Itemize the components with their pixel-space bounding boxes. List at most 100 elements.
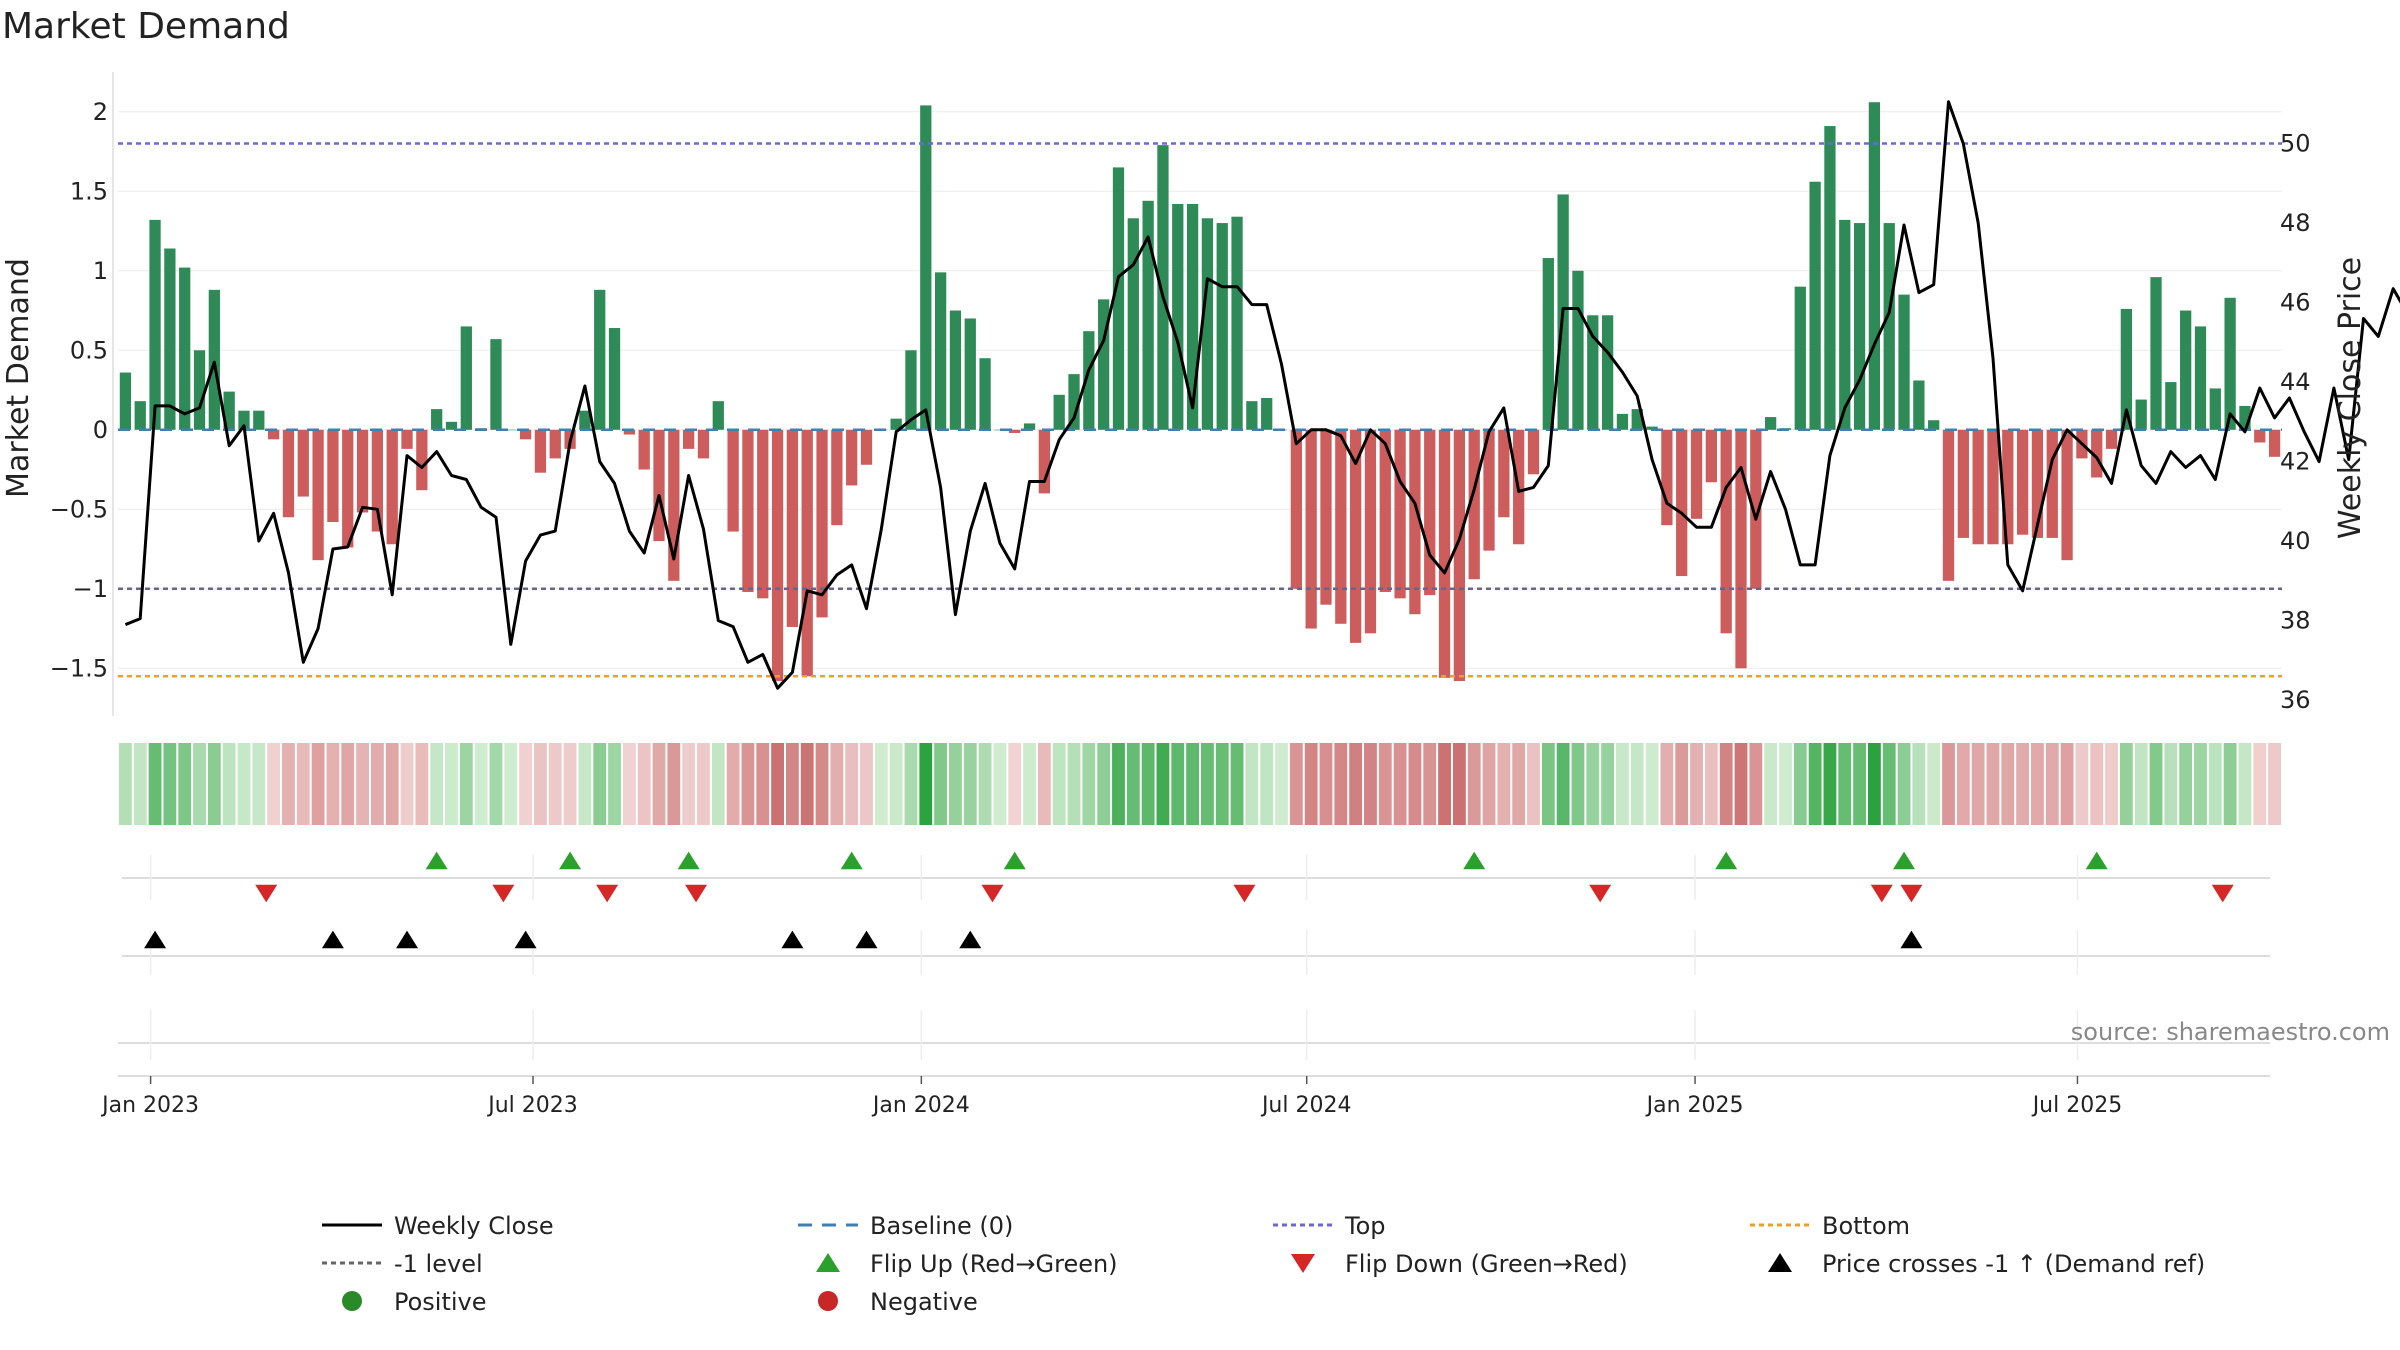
- strip-cell: [1675, 743, 1689, 825]
- strip-cell: [1008, 743, 1022, 825]
- legend-item: Flip Up (Red→Green): [816, 1250, 1118, 1278]
- demand-bar: [1735, 429, 1747, 669]
- strip-cell: [296, 743, 310, 825]
- y-tick-label: −1.5: [50, 654, 108, 682]
- strip-cell: [534, 743, 547, 825]
- demand-bar: [712, 401, 724, 430]
- demand-bar: [1898, 294, 1910, 430]
- strip-cell: [1660, 743, 1674, 825]
- strip-cell: [874, 743, 888, 825]
- strip-cell: [2060, 743, 2074, 825]
- demand-bar: [1186, 203, 1199, 430]
- strip-cell: [608, 743, 621, 825]
- demand-bar: [2165, 382, 2177, 430]
- demand-bar: [1394, 429, 1406, 599]
- y-tick-label: 2: [93, 98, 108, 126]
- flip-up-marker: [677, 851, 700, 870]
- strip-cell: [148, 743, 162, 825]
- strip-cell: [1349, 743, 1363, 825]
- strip-cell: [1230, 743, 1244, 825]
- legend-label: Negative: [870, 1288, 978, 1316]
- strip-cell: [1438, 743, 1451, 825]
- demand-bar: [164, 248, 176, 430]
- demand-bar: [623, 429, 635, 435]
- strip-cell: [1260, 743, 1274, 825]
- strip-cell: [2090, 743, 2104, 825]
- strip-cell: [1467, 743, 1481, 825]
- strip-cell: [1630, 743, 1644, 825]
- legend-label: Bottom: [1822, 1212, 1910, 1240]
- strip-cell: [474, 743, 488, 825]
- y-tick-label: −1: [73, 575, 108, 603]
- strip-cell: [1719, 743, 1733, 825]
- strip-cell: [1571, 743, 1585, 825]
- flip-up-marker: [840, 851, 863, 870]
- demand-bar: [1661, 429, 1673, 526]
- strip-cell: [1823, 743, 1837, 825]
- demand-bar: [2091, 429, 2103, 478]
- legend-item: Bottom: [1750, 1212, 1910, 1240]
- strip-cell: [311, 743, 325, 825]
- demand-bar: [860, 429, 873, 465]
- strip-cell: [1408, 743, 1422, 825]
- demand-bar: [771, 429, 784, 682]
- demand-bar: [416, 429, 428, 491]
- strip-cell: [326, 743, 340, 825]
- demand-bar: [431, 409, 443, 430]
- demand-bar: [519, 429, 532, 440]
- x-tick-label: Jan 2023: [100, 1093, 199, 1118]
- demand-bar: [1527, 429, 1540, 475]
- demand-bar: [1068, 374, 1080, 430]
- demand-bar: [994, 429, 1006, 431]
- strip-cell: [1304, 743, 1318, 825]
- demand-bar: [905, 350, 917, 430]
- demand-bar: [1364, 429, 1377, 634]
- strip-cell: [2253, 743, 2267, 825]
- demand-bar: [1290, 429, 1302, 589]
- demand-bar: [890, 418, 902, 430]
- demand-bar: [179, 267, 191, 430]
- demand-bar: [2150, 277, 2162, 430]
- strip-cell: [1512, 743, 1526, 825]
- demand-bar: [371, 429, 384, 532]
- demand-bar: [1883, 223, 1895, 430]
- flip-up-marker: [2085, 851, 2108, 870]
- demand-bar: [119, 372, 132, 430]
- strip-cell: [1541, 743, 1555, 825]
- legend-item: Baseline (0): [798, 1212, 1013, 1240]
- strip-cell: [2238, 743, 2252, 825]
- strip-cell: [815, 743, 829, 825]
- strip-cell: [207, 743, 221, 825]
- legend-label: Flip Up (Red→Green): [870, 1250, 1118, 1278]
- demand-bar: [2194, 326, 2207, 430]
- y-tick-label: −0.5: [50, 495, 108, 523]
- strip-cell: [1067, 743, 1081, 825]
- flip-up-marker: [1715, 851, 1738, 870]
- strip-cell: [1690, 743, 1703, 825]
- strip-cell: [2119, 743, 2133, 825]
- strip-cell: [2105, 743, 2118, 825]
- strip-cell: [578, 743, 592, 825]
- strip-cell: [1942, 743, 1955, 825]
- strip-cell: [904, 743, 918, 825]
- strip-cell: [2031, 743, 2044, 825]
- strip-cell: [2164, 743, 2178, 825]
- strip-cell: [593, 743, 607, 825]
- demand-bar: [1824, 126, 1836, 430]
- legend: Weekly Close Baseline (0) Top Bottom -1 leve…: [322, 1212, 2205, 1316]
- demand-bar: [401, 429, 413, 449]
- strip-cell: [830, 743, 844, 825]
- y2-tick-label: 36: [2280, 686, 2311, 714]
- strip-cell: [1378, 743, 1392, 825]
- strip-cell: [1956, 743, 1970, 825]
- strip-cell: [1704, 743, 1718, 825]
- strip-cell: [370, 743, 384, 825]
- strip-cell: [1986, 743, 2000, 825]
- demand-bar: [846, 429, 858, 486]
- demand-bar: [1765, 417, 1777, 430]
- reference-lines: [118, 142, 2282, 678]
- flip-down-marker: [2211, 884, 2234, 903]
- demand-bar: [149, 219, 161, 430]
- strip-cell: [445, 743, 458, 825]
- strip-cell: [563, 743, 577, 825]
